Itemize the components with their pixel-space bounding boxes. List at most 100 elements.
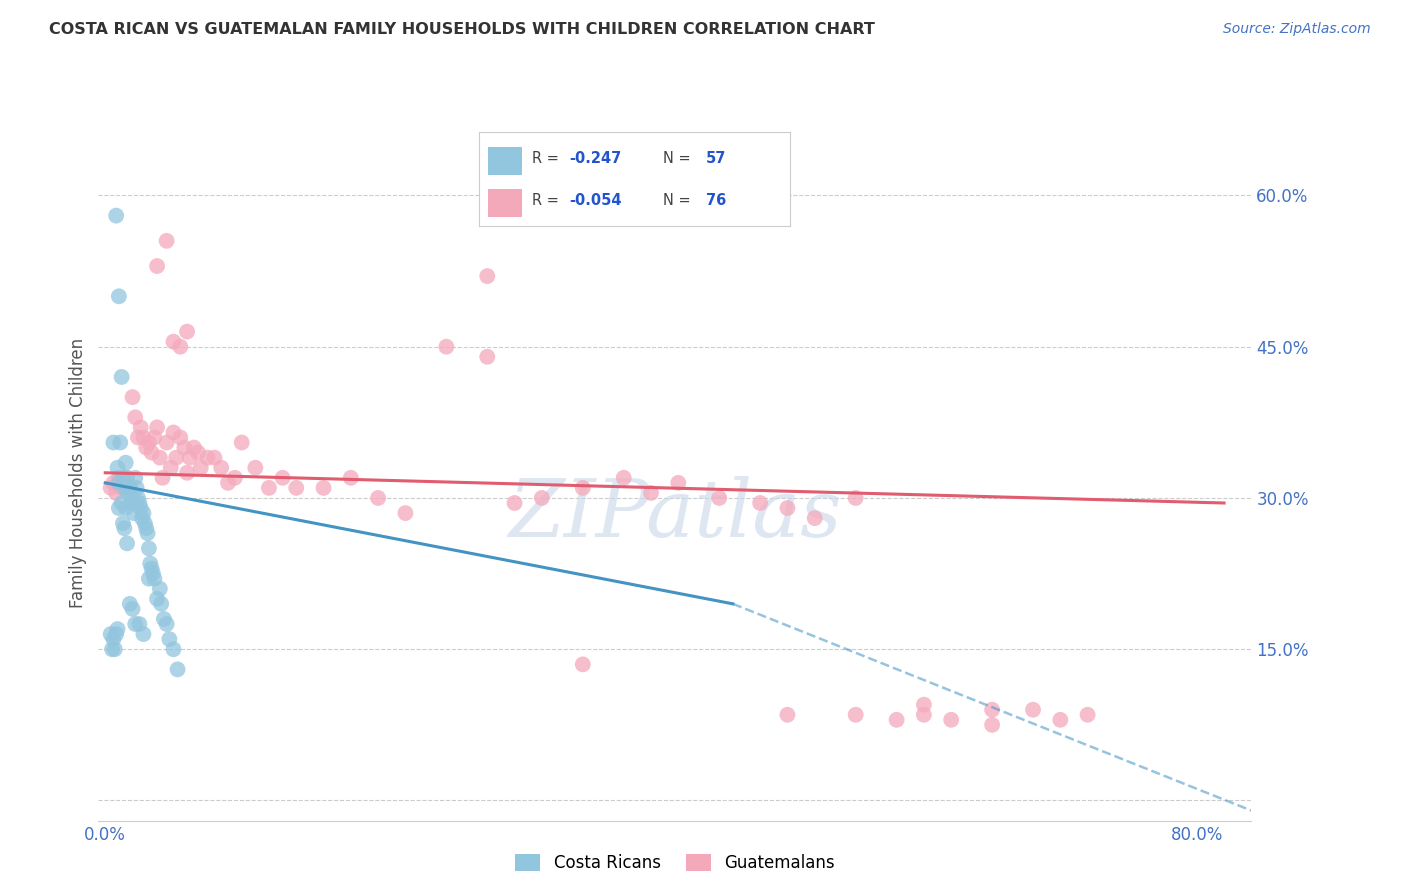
Point bbox=[1049, 713, 1071, 727]
Point bbox=[103, 632, 125, 647]
Point bbox=[112, 481, 135, 495]
Point bbox=[128, 617, 150, 632]
Point bbox=[845, 491, 868, 505]
Point bbox=[110, 435, 132, 450]
Point bbox=[104, 642, 127, 657]
Point bbox=[187, 445, 209, 459]
Point bbox=[129, 420, 152, 434]
Point bbox=[149, 450, 172, 465]
Point bbox=[845, 707, 868, 722]
Point bbox=[640, 486, 662, 500]
Point bbox=[112, 475, 135, 490]
Point bbox=[709, 491, 731, 505]
Point bbox=[886, 713, 908, 727]
Y-axis label: Family Households with Children: Family Households with Children bbox=[69, 338, 87, 607]
Point bbox=[135, 441, 157, 455]
Point bbox=[139, 557, 162, 571]
Point bbox=[110, 481, 132, 495]
Point bbox=[159, 460, 181, 475]
Point bbox=[1077, 707, 1099, 722]
Point bbox=[125, 481, 148, 495]
Point bbox=[141, 445, 163, 459]
Point bbox=[121, 390, 143, 404]
Point bbox=[105, 486, 128, 500]
Point bbox=[122, 506, 145, 520]
Point bbox=[571, 657, 593, 672]
Point bbox=[152, 471, 174, 485]
Point bbox=[165, 450, 187, 465]
Point bbox=[127, 430, 149, 444]
Point bbox=[530, 491, 553, 505]
Point bbox=[108, 289, 131, 303]
Point bbox=[121, 602, 143, 616]
Point bbox=[176, 325, 198, 339]
Point bbox=[149, 582, 172, 596]
Point bbox=[776, 707, 799, 722]
Point bbox=[112, 521, 135, 535]
Point bbox=[110, 370, 132, 384]
Point bbox=[776, 501, 799, 516]
Point bbox=[941, 713, 963, 727]
Point bbox=[156, 617, 179, 632]
Point bbox=[312, 481, 335, 495]
Point bbox=[111, 471, 134, 485]
Point bbox=[118, 597, 141, 611]
Point bbox=[285, 481, 308, 495]
Point bbox=[115, 471, 138, 485]
Point bbox=[197, 450, 219, 465]
Point bbox=[503, 496, 526, 510]
Point bbox=[103, 435, 125, 450]
Point bbox=[166, 662, 188, 676]
Point bbox=[224, 471, 246, 485]
Point bbox=[150, 597, 173, 611]
Point bbox=[127, 491, 149, 505]
Point bbox=[143, 430, 166, 444]
Point bbox=[477, 350, 499, 364]
Text: Source: ZipAtlas.com: Source: ZipAtlas.com bbox=[1223, 22, 1371, 37]
Point bbox=[120, 496, 142, 510]
Point bbox=[146, 420, 169, 434]
Point bbox=[173, 441, 195, 455]
Legend: Costa Ricans, Guatemalans: Costa Ricans, Guatemalans bbox=[509, 847, 841, 879]
Point bbox=[245, 460, 267, 475]
Point bbox=[108, 501, 131, 516]
Point bbox=[132, 627, 155, 641]
Point bbox=[146, 591, 169, 606]
Point bbox=[202, 450, 225, 465]
Point bbox=[101, 642, 124, 657]
Point bbox=[217, 475, 239, 490]
Point bbox=[179, 450, 201, 465]
Point bbox=[100, 627, 122, 641]
Point bbox=[135, 521, 157, 535]
Point bbox=[477, 269, 499, 284]
Point bbox=[157, 632, 180, 647]
Point bbox=[1022, 703, 1045, 717]
Point bbox=[141, 561, 163, 575]
Point bbox=[434, 340, 457, 354]
Point bbox=[114, 456, 136, 470]
Point bbox=[271, 471, 294, 485]
Point bbox=[124, 410, 146, 425]
Point bbox=[108, 471, 131, 485]
Point bbox=[803, 511, 825, 525]
Point bbox=[131, 511, 153, 525]
Point bbox=[115, 471, 138, 485]
Point bbox=[107, 460, 129, 475]
Text: COSTA RICAN VS GUATEMALAN FAMILY HOUSEHOLDS WITH CHILDREN CORRELATION CHART: COSTA RICAN VS GUATEMALAN FAMILY HOUSEHO… bbox=[49, 22, 875, 37]
Point bbox=[176, 466, 198, 480]
Point bbox=[105, 627, 128, 641]
Point bbox=[124, 471, 146, 485]
Point bbox=[666, 475, 689, 490]
Point bbox=[156, 234, 179, 248]
Point bbox=[105, 209, 128, 223]
Point bbox=[981, 703, 1004, 717]
Point bbox=[156, 435, 179, 450]
Point bbox=[110, 496, 132, 510]
Point bbox=[138, 541, 160, 556]
Point bbox=[114, 501, 136, 516]
Point bbox=[128, 496, 150, 510]
Point bbox=[162, 334, 184, 349]
Point bbox=[209, 460, 232, 475]
Point bbox=[613, 471, 636, 485]
Point bbox=[107, 622, 129, 636]
